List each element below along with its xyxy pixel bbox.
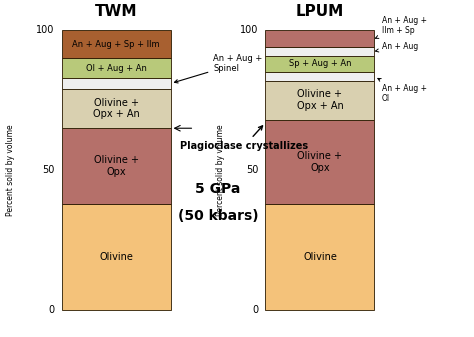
Text: Olivine +
Opx: Olivine + Opx [94,155,138,177]
Text: Plagioclase crystallizes: Plagioclase crystallizes [180,126,308,151]
Bar [62,204,171,310]
Text: 5 GPa: 5 GPa [195,182,241,196]
Text: Olivine: Olivine [303,252,337,262]
Text: LPUM: LPUM [296,4,344,19]
Text: An + Aug + Sp + Ilm: An + Aug + Sp + Ilm [73,40,160,49]
Bar [62,89,171,128]
Text: Olivine +
Opx: Olivine + Opx [298,151,342,173]
Text: Percent solid by volume: Percent solid by volume [216,124,225,216]
Text: An + Aug: An + Aug [375,42,418,52]
Text: 50: 50 [42,165,55,175]
Bar [265,120,374,204]
Bar [265,204,374,310]
Text: Percent solid by volume: Percent solid by volume [6,124,15,216]
Bar [265,56,374,72]
Text: An + Aug +
Spinel: An + Aug + Spinel [174,54,263,83]
Bar [62,58,171,78]
Text: Olivine +
Opx + An: Olivine + Opx + An [93,98,139,119]
Text: An + Aug +
Ilm + Sp: An + Aug + Ilm + Sp [375,16,427,38]
Text: 100: 100 [240,25,258,35]
Bar [62,78,171,89]
Text: 0: 0 [252,305,258,315]
Text: Olivine +
Opx + An: Olivine + Opx + An [297,89,343,111]
Text: 100: 100 [36,25,55,35]
Text: (50 kbars): (50 kbars) [178,209,258,223]
Text: 0: 0 [48,305,55,315]
Bar [62,30,171,58]
Bar [265,81,374,120]
Text: Olivine: Olivine [99,252,133,262]
Bar [265,72,374,81]
Text: TWM: TWM [95,4,137,19]
Text: Ol + Aug + An: Ol + Aug + An [86,64,146,72]
Text: 50: 50 [246,165,258,175]
Bar [265,30,374,47]
Bar [265,47,374,56]
Bar [62,128,171,204]
Text: An + Aug +
Ol: An + Aug + Ol [378,79,427,103]
Text: Sp + Aug + An: Sp + Aug + An [289,59,351,68]
